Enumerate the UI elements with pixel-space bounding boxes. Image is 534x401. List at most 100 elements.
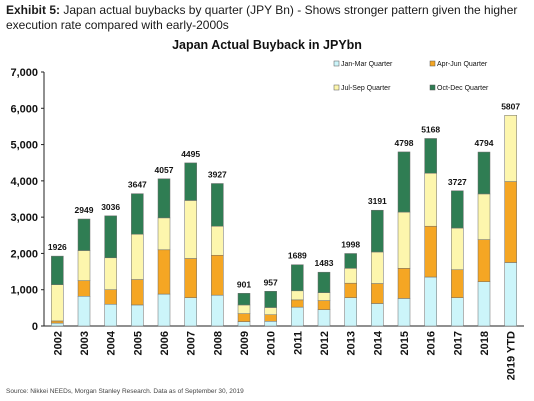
bar-total-label: 4794 [475, 138, 494, 148]
bar-segment [424, 138, 437, 174]
x-tick-label: 2006 [159, 331, 171, 355]
bar-segment [157, 249, 171, 295]
bar-segment [317, 300, 331, 310]
x-tick-label: 2009 [239, 331, 251, 355]
bar-total-label: 1998 [341, 240, 360, 250]
x-tick-label: 2011 [292, 331, 304, 355]
x-tick-label: 2013 [346, 331, 358, 355]
bar-segment [51, 255, 64, 285]
chart-axes: 0 1,000 2,000 3,000 4,000 5,000 6,000 7,000 2002… [10, 67, 524, 380]
x-tick-label: 2004 [106, 330, 118, 355]
bar-total-label: 3727 [448, 177, 467, 187]
bar-segment [131, 233, 144, 280]
bar-segment [504, 181, 517, 263]
legend-swatch [429, 60, 436, 67]
bar-segment [451, 190, 464, 229]
bar-segment [237, 321, 251, 327]
bar-segment [157, 217, 171, 251]
x-tick-label: 2005 [132, 331, 144, 355]
exhibit-label: Exhibit 5: [6, 3, 61, 17]
bar-segment [211, 294, 224, 327]
bar-segment [237, 313, 251, 322]
bar-total-label: 5168 [421, 124, 440, 134]
bar-segment [317, 292, 331, 301]
x-tick-label: 2010 [266, 331, 278, 355]
bar-total-label: 5807 [501, 101, 520, 111]
y-tick-label: 3,000 [10, 212, 38, 224]
x-tick-label: 2014 [372, 330, 384, 355]
bar-segment [477, 193, 491, 240]
bar-segment [477, 239, 491, 282]
bar-total-label: 3036 [101, 202, 120, 212]
chart-bars [51, 115, 517, 327]
bar-segment [291, 264, 304, 292]
bar-segment [264, 314, 277, 322]
x-tick-label: 2007 [186, 331, 198, 355]
bar-total-label: 4798 [395, 138, 414, 148]
bar-segment [371, 303, 384, 327]
bar-total-label: 2949 [75, 205, 94, 215]
y-tick-label: 2,000 [10, 248, 38, 260]
bar-segment [211, 183, 224, 227]
source-note: Source: Nikkei NEEDs, Morgan Stanley Res… [6, 388, 244, 395]
legend-label: Oct-Dec Quarter [437, 85, 489, 92]
bar-segment [291, 290, 304, 301]
bar-segment [211, 225, 224, 256]
bar-segment [504, 262, 517, 327]
y-tick-label: 5,000 [10, 140, 38, 152]
bar-total-label: 1689 [288, 251, 307, 261]
bar-segment [184, 200, 197, 259]
y-tick-label: 0 [32, 321, 38, 333]
y-tick-label: 6,000 [10, 103, 38, 115]
x-tick-label: 2002 [52, 331, 64, 355]
bar-segment [264, 307, 277, 316]
x-tick-label: 2019 YTD [506, 331, 518, 380]
bar-segment [104, 303, 117, 327]
bar-total-label: 3927 [208, 170, 227, 180]
bar-segment [451, 297, 464, 327]
bar-segment [424, 225, 437, 278]
bar-segment [237, 304, 251, 314]
bar-segment [77, 250, 91, 281]
chart-total-labels: 1926 2949 3036 3647 4057 4495 3927 901 957 1689 14… [48, 101, 521, 289]
bar-segment [424, 276, 437, 327]
bar-total-label: 1483 [315, 258, 334, 268]
y-tick-label: 1,000 [10, 285, 38, 297]
bar-total-label: 3647 [128, 180, 147, 190]
bar-segment [184, 162, 197, 201]
bar-segment [131, 193, 144, 235]
bar-segment [344, 253, 357, 269]
bar-segment [157, 293, 171, 327]
bar-segment [104, 257, 117, 290]
bar-total-label: 957 [264, 277, 278, 287]
x-tick-label: 2016 [426, 331, 438, 355]
bar-segment [397, 298, 411, 327]
bar-segment [344, 297, 357, 327]
legend-label: Apr-Jun Quarter [437, 61, 488, 68]
x-tick-label: 2003 [79, 331, 91, 355]
chart-title: Japan Actual Buyback in JPYbn [172, 38, 362, 52]
bar-segment [371, 251, 384, 284]
y-tick-label: 4,000 [10, 176, 38, 188]
bar-segment [51, 320, 64, 324]
x-tick-label: 2017 [452, 331, 464, 355]
bar-segment [184, 258, 197, 298]
chart-legend: Jan-Mar Quarter Apr-Jun Quarter Jul-Sep Qu… [333, 60, 489, 92]
bar-segment [344, 268, 357, 284]
bar-segment [157, 178, 171, 219]
bar-segment [104, 215, 117, 259]
bar-segment [77, 280, 91, 297]
bar-segment [424, 172, 437, 227]
x-tick-label: 2015 [399, 331, 411, 355]
bar-segment [317, 271, 331, 293]
bar-segment [211, 254, 224, 296]
bar-segment [371, 209, 384, 253]
bar-segment [397, 211, 411, 269]
exhibit-text: Japan actual buybacks by quarter (JPY Bn… [6, 3, 518, 32]
legend-label: Jan-Mar Quarter [341, 61, 393, 68]
bar-segment [237, 293, 251, 306]
legend-label: Jul-Sep Quarter [341, 85, 391, 92]
bar-segment [184, 297, 197, 327]
bar-total-label: 1926 [48, 242, 67, 252]
